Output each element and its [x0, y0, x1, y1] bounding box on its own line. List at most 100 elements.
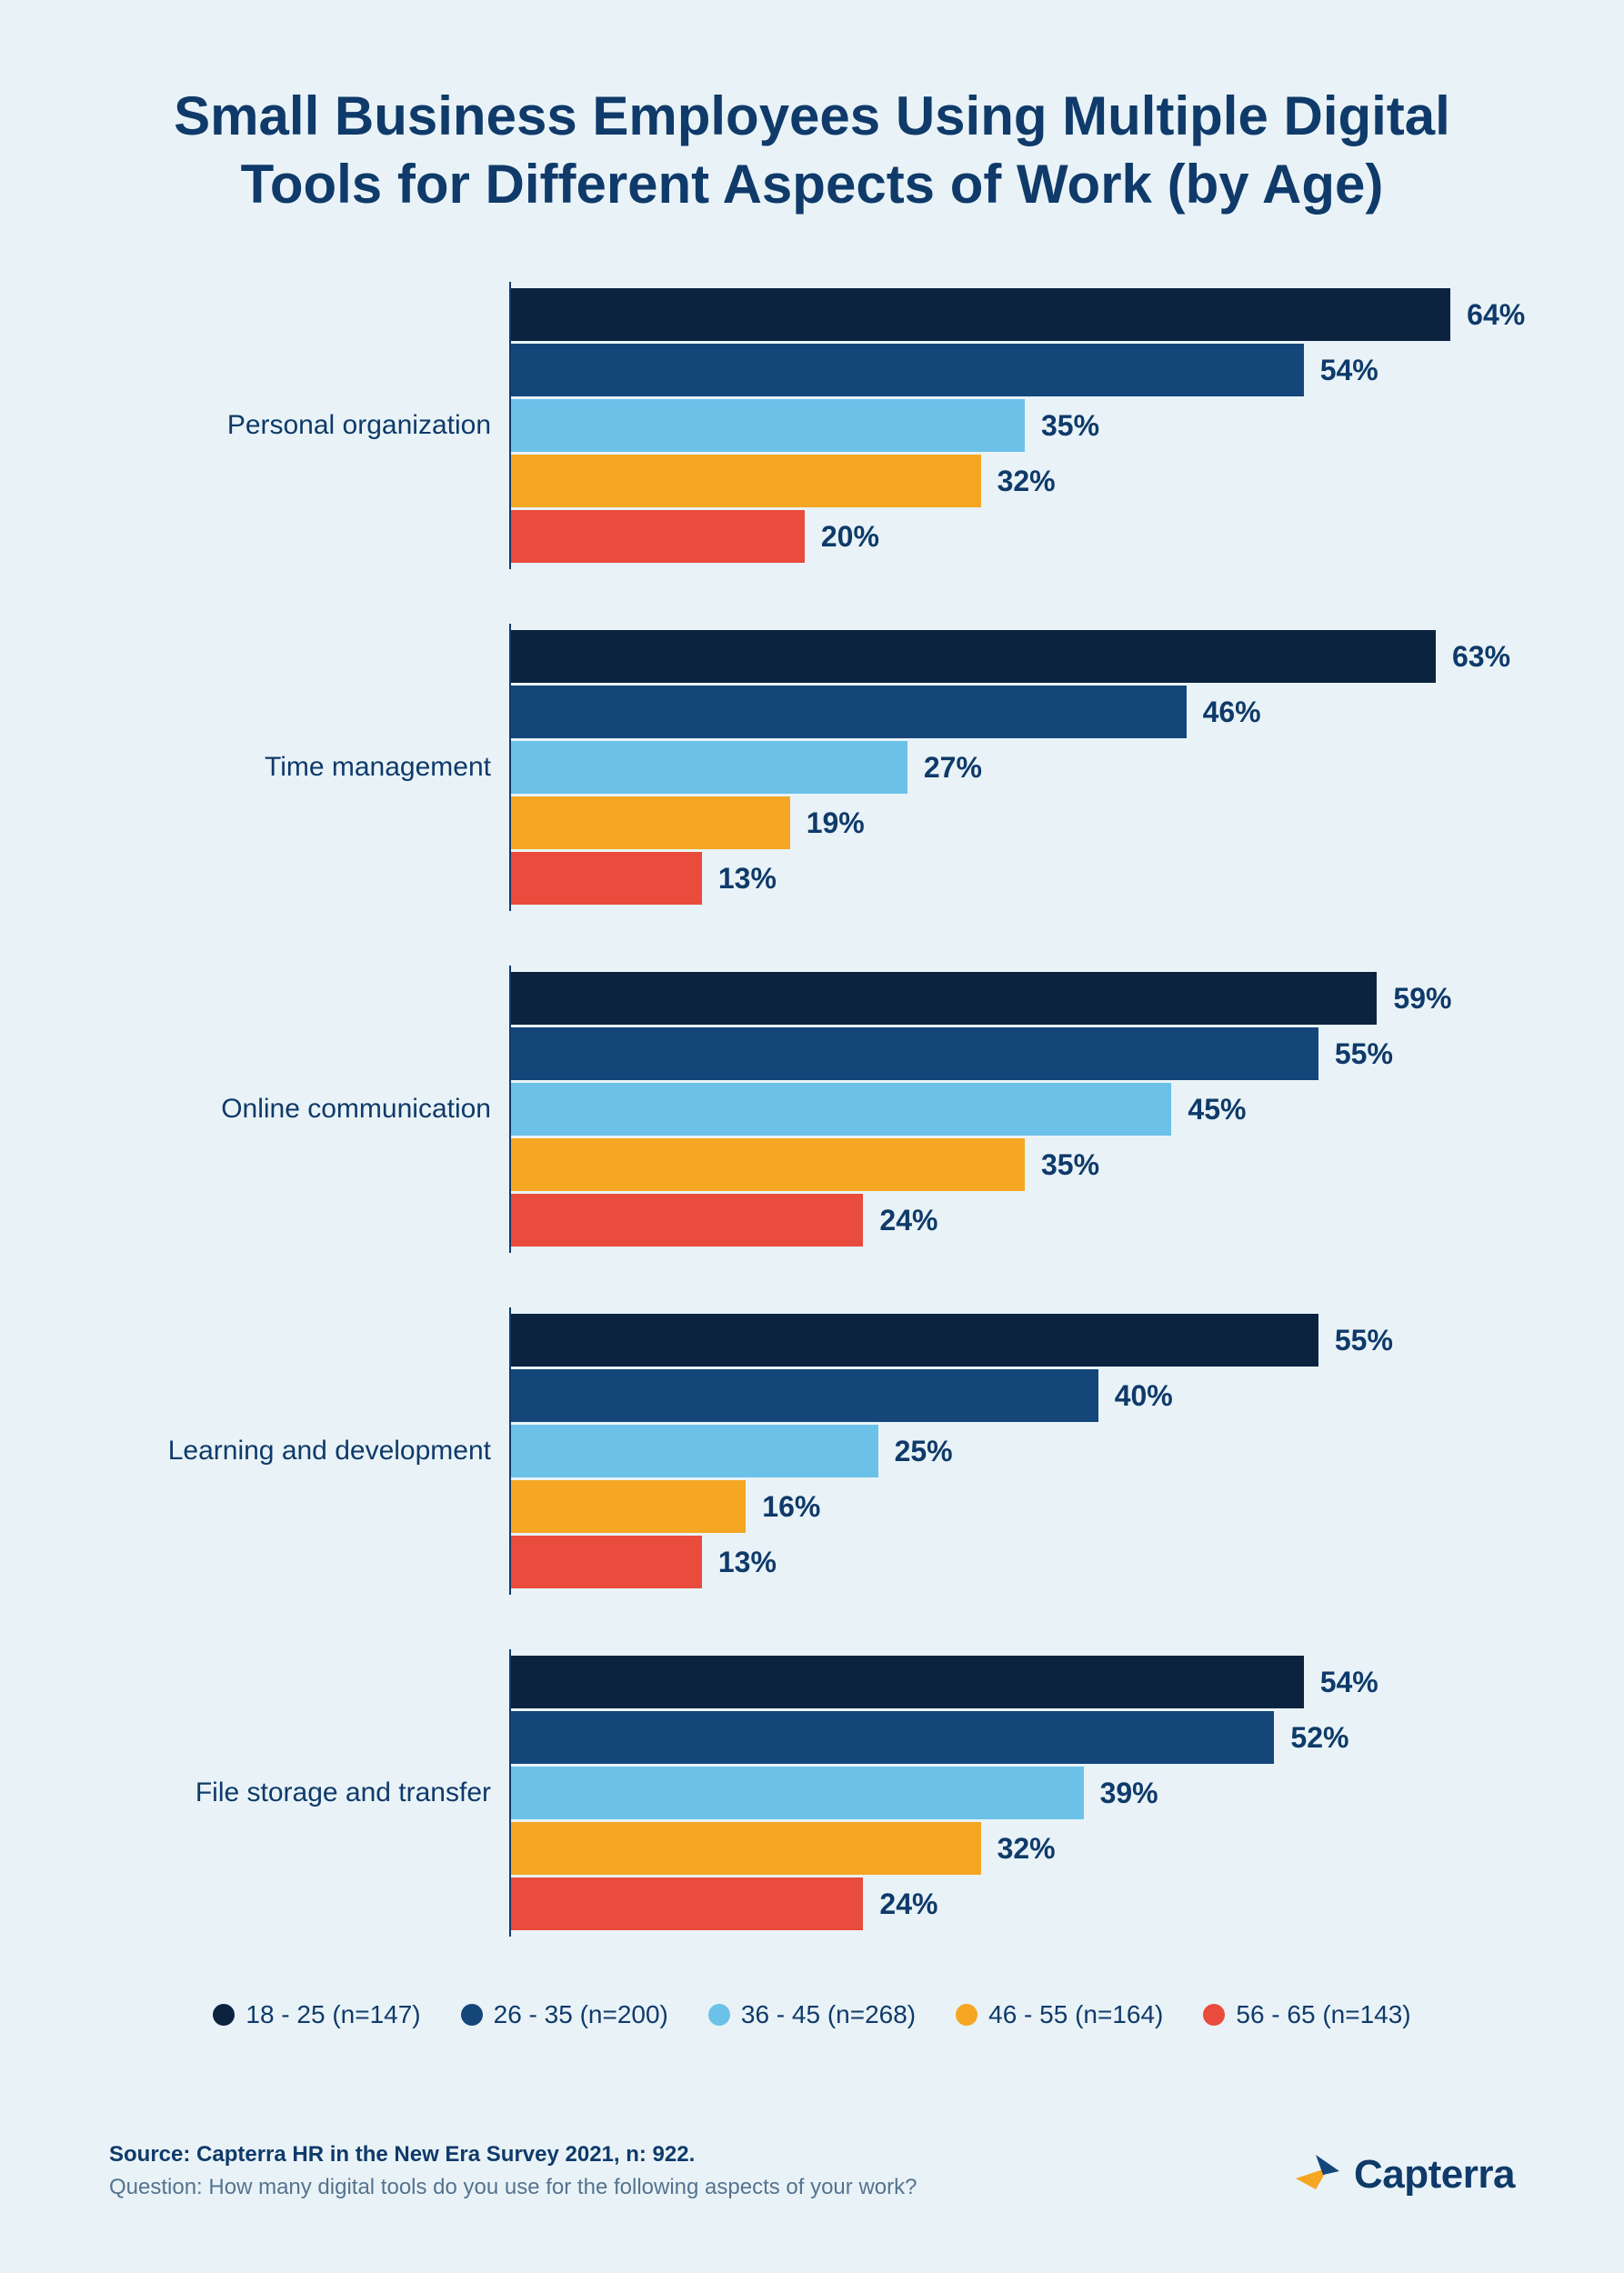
- bar-row: 54%: [511, 1656, 1537, 1708]
- bar-value-label: 54%: [1320, 1666, 1378, 1699]
- bar-row: 13%: [511, 852, 1537, 905]
- legend-item: 36 - 45 (n=268): [708, 2000, 916, 2029]
- legend-swatch: [956, 2004, 977, 2026]
- bar-value-label: 20%: [821, 520, 879, 554]
- bar: [511, 1536, 702, 1588]
- bar-value-label: 40%: [1115, 1379, 1173, 1413]
- bar-row: 52%: [511, 1711, 1537, 1764]
- bar: [511, 630, 1436, 683]
- bar: [511, 1027, 1318, 1080]
- category-group: File storage and transfer54%52%39%32%24%: [145, 1649, 1515, 1937]
- bar-value-label: 52%: [1290, 1721, 1348, 1755]
- bar-value-label: 63%: [1452, 640, 1510, 674]
- capterra-logo-icon: [1292, 2149, 1343, 2200]
- legend-item: 18 - 25 (n=147): [213, 2000, 420, 2029]
- bar-row: 32%: [511, 455, 1537, 507]
- bar-row: 24%: [511, 1194, 1537, 1247]
- category-label: File storage and transfer: [145, 1777, 509, 1808]
- category-group: Time management63%46%27%19%13%: [145, 624, 1515, 911]
- legend: 18 - 25 (n=147) 26 - 35 (n=200) 36 - 45 (n…: [109, 2000, 1515, 2029]
- legend-swatch: [1203, 2004, 1225, 2026]
- bar-row: 63%: [511, 630, 1537, 683]
- category-group: Online communication 59%55% 45% 35% 24%: [145, 966, 1515, 1253]
- bar-value-label: 55%: [1335, 1037, 1393, 1071]
- bar-value-label: 39%: [1100, 1777, 1158, 1810]
- bar-row: 40%: [511, 1369, 1537, 1422]
- legend-label: 46 - 55 (n=164): [988, 2000, 1163, 2029]
- bar-value-label: 24%: [879, 1204, 937, 1237]
- chart-title: Small Business Employees Using Multiple …: [130, 82, 1494, 218]
- bar: [511, 972, 1377, 1025]
- bar-row: 16%: [511, 1480, 1537, 1533]
- bar-row: 25%: [511, 1425, 1537, 1477]
- capterra-logo: Capterra: [1292, 2149, 1515, 2200]
- legend-label: 26 - 35 (n=200): [494, 2000, 668, 2029]
- bar-row: 46%: [511, 686, 1537, 738]
- bar: [511, 1425, 878, 1477]
- category-group: Personal organization64%54%35%32%20%: [145, 282, 1515, 569]
- bar: [511, 1656, 1304, 1708]
- category-group: Learning and development55%40%25%16%13%: [145, 1307, 1515, 1595]
- bar: [511, 741, 907, 794]
- bar: [511, 288, 1450, 341]
- bar-row: 20%: [511, 510, 1537, 563]
- bar: [511, 1822, 981, 1875]
- bar: [511, 1083, 1171, 1136]
- legend-label: 56 - 65 (n=143): [1236, 2000, 1410, 2029]
- legend-item: 56 - 65 (n=143): [1203, 2000, 1410, 2029]
- bar-value-label: 32%: [997, 465, 1056, 498]
- bar: [511, 455, 981, 507]
- bar: [511, 399, 1025, 452]
- bar-row: 32%: [511, 1822, 1537, 1875]
- bar-value-label: 32%: [997, 1832, 1056, 1866]
- bar-row: 59%: [511, 972, 1537, 1025]
- chart-page: Small Business Employees Using Multiple …: [0, 0, 1624, 2273]
- bars-column: 55%40%25%16%13%: [509, 1307, 1537, 1595]
- bar-row: 45%: [511, 1083, 1537, 1136]
- category-label: Time management: [145, 752, 509, 783]
- question-line: Question: How many digital tools do you …: [109, 2175, 917, 2200]
- bar-value-label: 35%: [1041, 1148, 1099, 1182]
- bar: [511, 796, 790, 849]
- bar: [511, 1877, 863, 1930]
- legend-swatch: [461, 2004, 483, 2026]
- bar-row: 64%: [511, 288, 1537, 341]
- bar: [511, 686, 1187, 738]
- bar-value-label: 64%: [1467, 298, 1525, 332]
- footer-text: Source: Capterra HR in the New Era Surve…: [109, 2142, 917, 2200]
- bar-value-label: 13%: [718, 862, 777, 896]
- bar-value-label: 54%: [1320, 354, 1378, 387]
- bar-row: 19%: [511, 796, 1537, 849]
- bar-row: 35%: [511, 1138, 1537, 1191]
- bar-row: 55%: [511, 1027, 1537, 1080]
- category-label: Online communication: [145, 1094, 509, 1125]
- bar: [511, 1194, 863, 1247]
- bar: [511, 510, 805, 563]
- bar: [511, 1314, 1318, 1367]
- chart-plot-area: Personal organization64%54%35%32%20%Time…: [145, 282, 1515, 1937]
- bar-row: 35%: [511, 399, 1537, 452]
- bar-value-label: 59%: [1393, 982, 1451, 1016]
- bar-row: 24%: [511, 1877, 1537, 1930]
- bar-value-label: 25%: [895, 1435, 953, 1468]
- bar-value-label: 45%: [1188, 1093, 1246, 1126]
- footer: Source: Capterra HR in the New Era Surve…: [109, 2142, 1515, 2200]
- bar: [511, 852, 702, 905]
- bar: [511, 344, 1304, 396]
- bar: [511, 1711, 1274, 1764]
- bar-value-label: 19%: [807, 806, 865, 840]
- bar: [511, 1138, 1025, 1191]
- bars-column: 54% 52% 39% 32% 24%: [509, 1649, 1537, 1937]
- legend-swatch: [213, 2004, 235, 2026]
- legend-swatch: [708, 2004, 730, 2026]
- bar-value-label: 55%: [1335, 1324, 1393, 1357]
- bar-value-label: 27%: [924, 751, 982, 785]
- category-label: Learning and development: [145, 1436, 509, 1467]
- bars-column: 64% 54% 35% 32% 20%: [509, 282, 1537, 569]
- source-line: Source: Capterra HR in the New Era Surve…: [109, 2142, 917, 2168]
- legend-label: 18 - 25 (n=147): [246, 2000, 420, 2029]
- bar-value-label: 16%: [762, 1490, 820, 1524]
- legend-item: 46 - 55 (n=164): [956, 2000, 1163, 2029]
- legend-label: 36 - 45 (n=268): [741, 2000, 916, 2029]
- bar-row: 54%: [511, 344, 1537, 396]
